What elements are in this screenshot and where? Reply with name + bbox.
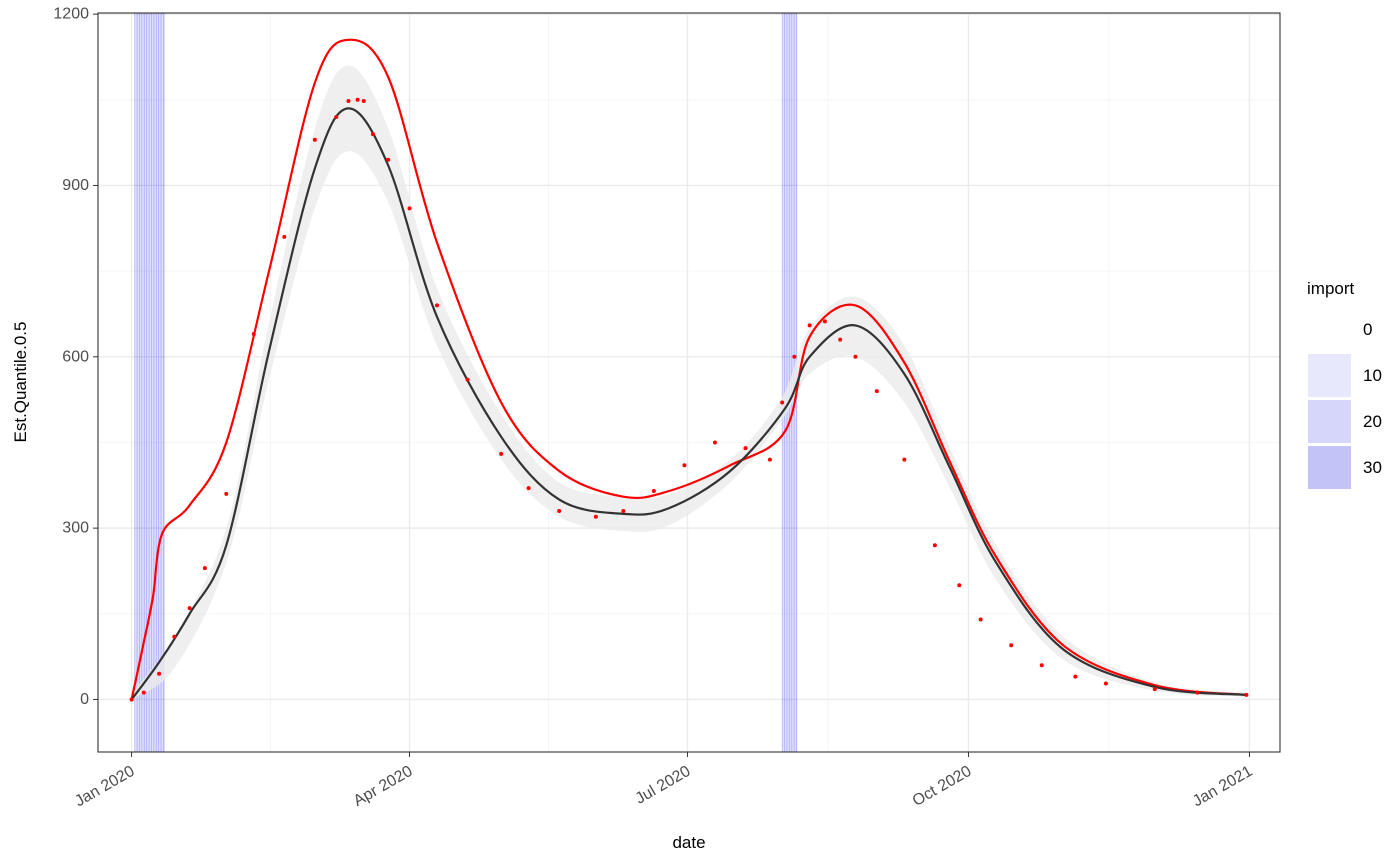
data-point (370, 132, 375, 137)
data-point (682, 463, 687, 468)
data-point (822, 319, 827, 324)
data-point (465, 377, 470, 382)
data-point (312, 137, 317, 142)
legend-label: 10 (1363, 366, 1382, 385)
data-point (767, 457, 772, 462)
data-point (838, 337, 843, 342)
data-point (593, 514, 598, 519)
legend-key (1308, 354, 1351, 397)
data-point (932, 543, 937, 548)
series-lines (130, 38, 1247, 701)
data-point (202, 566, 207, 571)
data-point (853, 354, 858, 359)
data-points (129, 97, 1249, 702)
legend-label: 30 (1363, 458, 1382, 477)
y-tick-label: 1200 (53, 6, 89, 23)
data-point (407, 206, 412, 211)
data-point (334, 114, 339, 119)
ribbon (131, 65, 1247, 700)
panel-border (97, 12, 1281, 753)
data-point (251, 331, 256, 336)
data-point (1009, 643, 1014, 648)
data-point (1244, 692, 1249, 697)
data-point (902, 457, 907, 462)
data-point (141, 690, 146, 695)
legend-label: 0 (1363, 320, 1372, 339)
x-tick-label: Jul 2020 (633, 763, 694, 808)
data-point (435, 303, 440, 308)
x-tick-label: Apr 2020 (351, 763, 416, 810)
y-tick-label: 900 (62, 177, 89, 194)
data-point (187, 606, 192, 611)
x-tick-label: Jan 2020 (72, 763, 138, 811)
legend-key (1308, 446, 1351, 489)
data-point (346, 98, 351, 103)
y-tick-label: 300 (62, 520, 89, 537)
series-line-3 (130, 107, 1247, 701)
data-point (874, 389, 879, 394)
data-point (792, 354, 797, 359)
uncertainty-ribbon (131, 65, 1247, 700)
import-bands (134, 13, 798, 752)
data-point (282, 234, 287, 239)
y-tick-label: 600 (62, 348, 89, 365)
data-point (172, 634, 177, 639)
legend-label: 20 (1363, 412, 1382, 431)
data-point (526, 486, 531, 491)
data-point (651, 489, 656, 494)
data-point (621, 508, 626, 513)
data-point (807, 323, 812, 328)
x-tick-label: Oct 2020 (910, 763, 975, 810)
legend-key (1308, 308, 1351, 351)
data-point (1073, 674, 1078, 679)
data-point (712, 440, 717, 445)
data-point (361, 98, 366, 103)
legend-title: import (1307, 279, 1355, 298)
data-point (957, 583, 962, 588)
data-point (1152, 687, 1157, 692)
data-point (780, 400, 785, 405)
series-line-2 (130, 38, 1247, 700)
x-axis-ticks: Jan 2020 Apr 2020 Jul 2020 Oct 2020 Jan 2021 (72, 752, 1256, 811)
major-gridlines (98, 13, 1280, 752)
data-point (129, 697, 134, 702)
data-point (1103, 681, 1108, 686)
legend-key (1308, 400, 1351, 443)
import-band (134, 13, 166, 752)
data-point (978, 617, 983, 622)
y-axis-title: Est.Quantile.0.5 (11, 322, 30, 443)
panel-background (98, 13, 1280, 752)
data-point (355, 97, 360, 102)
y-axis-ticks: 0 300 600 900 1200 (53, 6, 98, 708)
data-point (157, 671, 162, 676)
data-point (1039, 663, 1044, 668)
data-point (743, 446, 748, 451)
x-tick-label: Jan 2021 (1190, 763, 1256, 811)
x-axis-title: date (672, 833, 705, 852)
data-point (499, 451, 504, 456)
data-point (224, 491, 229, 496)
data-point (386, 157, 391, 162)
data-point (557, 508, 562, 513)
data-point (1195, 690, 1200, 695)
y-tick-label: 0 (80, 691, 89, 708)
legend: import 0 10 20 30 (1307, 279, 1382, 489)
